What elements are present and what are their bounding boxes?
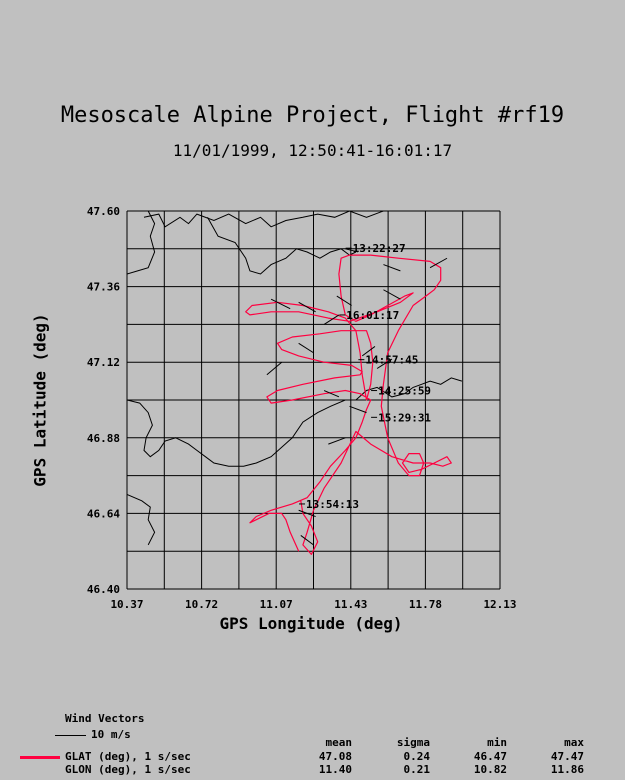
wind-vector — [345, 248, 359, 253]
map-border-line — [143, 210, 384, 228]
glon-sigma: 0.21 — [403, 763, 431, 776]
wind-vector — [300, 535, 314, 546]
y-tick-label: 46.40 — [87, 583, 120, 596]
wind-vector — [376, 358, 393, 369]
wind-vector — [266, 361, 283, 376]
wind-vector — [429, 257, 448, 269]
wind-vector — [298, 342, 314, 354]
x-tick-label: 11.43 — [334, 598, 367, 611]
y-tick-label: 46.64 — [87, 507, 120, 520]
wind-scale-label: 10 m/s — [91, 728, 131, 741]
time-annotation: 15:29:31 — [378, 411, 431, 424]
glat-legend-label: GLAT (deg), 1 s/sec — [65, 750, 191, 763]
wind-vectors-legend-title: Wind Vectors — [65, 712, 145, 725]
glon-min: 10.82 — [473, 763, 507, 776]
time-annotation: 14:25:59 — [378, 385, 431, 398]
header-sigma: sigma — [396, 736, 430, 749]
wind-vector — [298, 509, 316, 518]
glat-min: 46.47 — [473, 750, 507, 763]
wind-vector — [361, 346, 376, 357]
glat-legend-swatch — [20, 756, 60, 759]
wind-vector — [383, 289, 401, 300]
map-border-line — [207, 217, 357, 275]
time-annotation: 16:01:17 — [346, 309, 399, 322]
x-tick-label: 10.37 — [110, 598, 143, 611]
map-border-line — [126, 494, 156, 546]
y-tick-label: 46.88 — [87, 432, 120, 445]
wind-scale-line — [55, 735, 86, 736]
glon-max: 11.86 — [550, 763, 584, 776]
glat-sigma: 0.24 — [403, 750, 431, 763]
wind-vector — [270, 298, 291, 310]
time-annotation: 14:57:45 — [365, 354, 418, 367]
glat-mean: 47.08 — [318, 750, 352, 763]
header-mean: mean — [325, 736, 353, 749]
glon-legend-label: GLON (deg), 1 s/sec — [65, 763, 191, 776]
x-axis-label: GPS Longitude (deg) — [219, 614, 403, 633]
wind-vector — [383, 264, 401, 272]
wind-vector — [336, 295, 352, 306]
x-tick-label: 10.72 — [185, 598, 218, 611]
wind-vector — [349, 405, 367, 414]
time-annotation: 13:54:13 — [306, 498, 359, 511]
wind-vector — [323, 390, 340, 398]
x-tick-label: 11.07 — [260, 598, 293, 611]
glon-mean: 11.40 — [318, 763, 352, 776]
chart-title: Mesoscale Alpine Project, Flight #rf19 — [60, 103, 565, 128]
wind-vector — [328, 437, 346, 445]
map-border-line — [126, 377, 463, 467]
header-min: min — [487, 736, 507, 749]
x-tick-label: 11.78 — [409, 598, 442, 611]
chart-subtitle: 11/01/1999, 12:50:41-16:01:17 — [172, 141, 453, 160]
x-tick-label: 12.13 — [483, 598, 516, 611]
time-annotation: 13:22:27 — [353, 242, 406, 255]
wind-vector — [298, 301, 316, 313]
y-tick-label: 47.36 — [87, 281, 120, 294]
glat-max: 47.47 — [550, 750, 584, 763]
wind-vector — [323, 314, 340, 325]
flight-track-line — [245, 254, 452, 556]
map-border-line — [126, 210, 156, 275]
y-tick-label: 47.60 — [87, 205, 120, 218]
y-tick-label: 47.12 — [87, 356, 120, 369]
header-max: max — [564, 736, 584, 749]
